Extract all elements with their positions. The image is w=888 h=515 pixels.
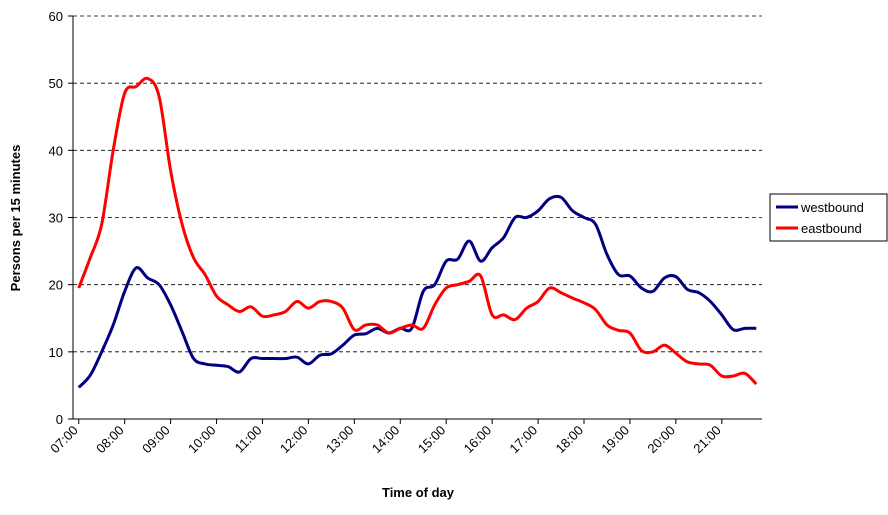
x-tick-label: 09:00 — [139, 423, 173, 457]
x-tick-label: 15:00 — [415, 423, 449, 457]
x-tick-label: 07:00 — [47, 423, 81, 457]
x-tick-label: 17:00 — [507, 423, 541, 457]
x-tick-label: 20:00 — [644, 423, 678, 457]
x-tick-label: 21:00 — [690, 423, 724, 457]
y-tick-label: 20 — [49, 278, 63, 293]
x-tick-label: 11:00 — [232, 423, 265, 456]
x-axis-title: Time of day — [382, 485, 455, 500]
x-tick-label: 10:00 — [185, 423, 219, 457]
y-tick-label: 30 — [49, 211, 63, 226]
y-tick-label: 60 — [49, 9, 63, 24]
x-tick-label: 13:00 — [323, 423, 357, 457]
y-tick-label: 10 — [49, 345, 63, 360]
x-tick-label: 08:00 — [93, 423, 127, 457]
legend-label: eastbound — [801, 221, 862, 236]
x-tick-label: 18:00 — [553, 423, 587, 457]
x-tick-label: 16:00 — [461, 423, 495, 457]
y-tick-label: 40 — [49, 143, 63, 158]
x-tick-label: 19:00 — [598, 423, 632, 457]
y-tick-label: 0 — [56, 412, 63, 427]
y-tick-label: 50 — [49, 76, 63, 91]
y-axis-title: Persons per 15 minutes — [8, 145, 23, 292]
x-tick-label: 14:00 — [369, 423, 403, 457]
legend-label: westbound — [800, 200, 864, 215]
series-line — [77, 194, 757, 389]
legend-box — [769, 193, 888, 242]
series-line — [77, 76, 758, 386]
x-tick-label: 12:00 — [277, 423, 311, 457]
